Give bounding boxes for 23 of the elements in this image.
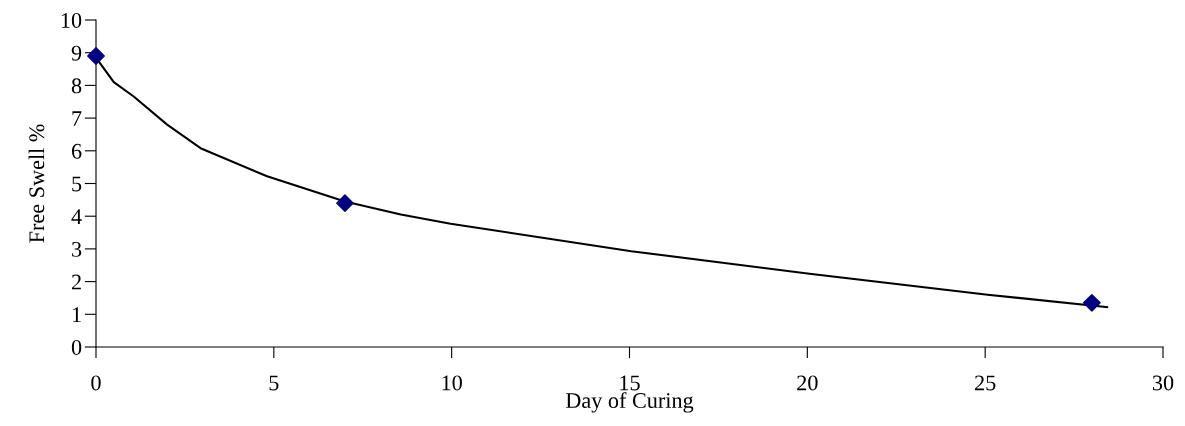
y-tick-label: 5 (72, 176, 82, 192)
y-tick-label: 10 (61, 12, 82, 28)
y-tick-label: 9 (71, 45, 82, 61)
x-tick-label: 25 (975, 375, 996, 391)
y-tick-label: 8 (71, 78, 82, 94)
y-axis-title: Free Swell % (28, 124, 45, 243)
x-tick-label: 20 (797, 375, 818, 391)
y-tick-label: 7 (72, 111, 82, 126)
x-tick-label: 0 (91, 375, 101, 391)
x-tick-label: 30 (1152, 375, 1174, 391)
y-tick-label: 3 (72, 241, 82, 257)
x-axis-title: Day of Curing (565, 392, 694, 413)
y-tick-label: 1 (72, 307, 81, 323)
y-tick-label: 6 (71, 143, 82, 159)
point (336, 194, 354, 213)
y-tick-label: 4 (71, 209, 82, 224)
x-tick-label: 10 (442, 375, 462, 391)
point (1082, 293, 1101, 312)
x-tick-label: 5 (269, 375, 279, 391)
y-tick-label: 2 (71, 274, 81, 290)
y-tick-label: 0 (71, 339, 82, 355)
x-tick-label: 15 (620, 375, 640, 391)
point (87, 47, 105, 65)
